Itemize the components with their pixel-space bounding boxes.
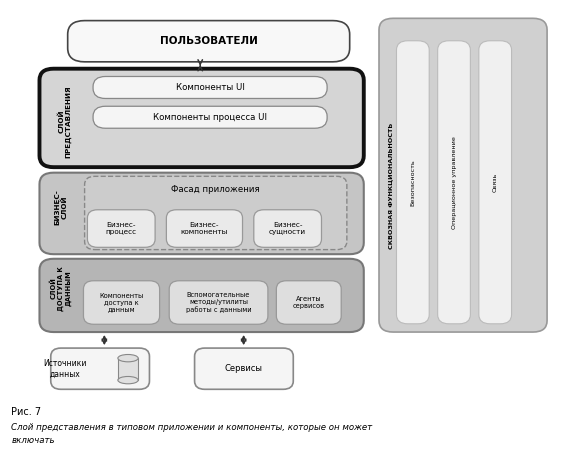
FancyBboxPatch shape [83, 281, 160, 324]
FancyBboxPatch shape [254, 210, 321, 247]
Text: Компоненты
доступа к
данным: Компоненты доступа к данным [99, 293, 144, 312]
Text: Связь: Связь [493, 173, 497, 192]
Text: Слой представления в типовом приложении и компоненты, которые он может: Слой представления в типовом приложении … [11, 423, 372, 432]
FancyBboxPatch shape [39, 259, 364, 332]
Text: Бизнес-
компоненты: Бизнес- компоненты [181, 222, 228, 235]
Text: Рис. 7: Рис. 7 [11, 407, 41, 417]
FancyBboxPatch shape [68, 21, 350, 62]
Text: Фасад приложения: Фасад приложения [171, 185, 260, 194]
Text: ПОЛЬЗОВАТЕЛИ: ПОЛЬЗОВАТЕЛИ [160, 36, 258, 46]
Text: Сервисы: Сервисы [225, 364, 263, 373]
Text: Компоненты UI: Компоненты UI [175, 83, 245, 92]
FancyBboxPatch shape [276, 281, 341, 324]
Text: включать: включать [11, 436, 55, 445]
FancyBboxPatch shape [396, 41, 429, 324]
Text: Бизнес-
процесс: Бизнес- процесс [105, 222, 137, 235]
FancyBboxPatch shape [169, 281, 268, 324]
Ellipse shape [118, 376, 138, 384]
FancyBboxPatch shape [39, 69, 364, 167]
Text: СЛОЙ
ДОСТУПА К
ДАННЫМ: СЛОЙ ДОСТУПА К ДАННЫМ [50, 266, 72, 311]
Text: Агенты
сервисов: Агенты сервисов [293, 296, 325, 309]
Text: СЛОЙ
ПРЕДСТАВЛЕНИЯ: СЛОЙ ПРЕДСТАВЛЕНИЯ [58, 85, 72, 158]
Text: Источники
данных: Источники данных [43, 359, 86, 378]
Text: Вспомогательные
методы/утилиты
работы с данными: Вспомогательные методы/утилиты работы с … [186, 292, 252, 313]
FancyBboxPatch shape [93, 106, 327, 128]
FancyBboxPatch shape [195, 348, 293, 389]
Text: Компоненты процесса UI: Компоненты процесса UI [153, 113, 267, 122]
FancyBboxPatch shape [87, 210, 155, 247]
Ellipse shape [118, 354, 138, 362]
Text: Операционное управление: Операционное управление [452, 136, 456, 229]
FancyBboxPatch shape [118, 358, 138, 380]
FancyBboxPatch shape [438, 41, 470, 324]
FancyBboxPatch shape [51, 348, 149, 389]
Text: СКВОЗНАЯ ФУНКЦИОНАЛЬНОСТЬ: СКВОЗНАЯ ФУНКЦИОНАЛЬНОСТЬ [389, 122, 393, 249]
Text: БИЗНЕС-
СЛОЙ: БИЗНЕС- СЛОЙ [54, 189, 68, 225]
FancyBboxPatch shape [39, 173, 364, 254]
FancyBboxPatch shape [166, 210, 243, 247]
Text: Безопасность: Безопасность [411, 159, 415, 206]
Text: Бизнес-
сущности: Бизнес- сущности [269, 222, 306, 235]
FancyBboxPatch shape [85, 176, 347, 250]
FancyBboxPatch shape [479, 41, 512, 324]
FancyBboxPatch shape [93, 76, 327, 98]
FancyBboxPatch shape [379, 18, 547, 332]
